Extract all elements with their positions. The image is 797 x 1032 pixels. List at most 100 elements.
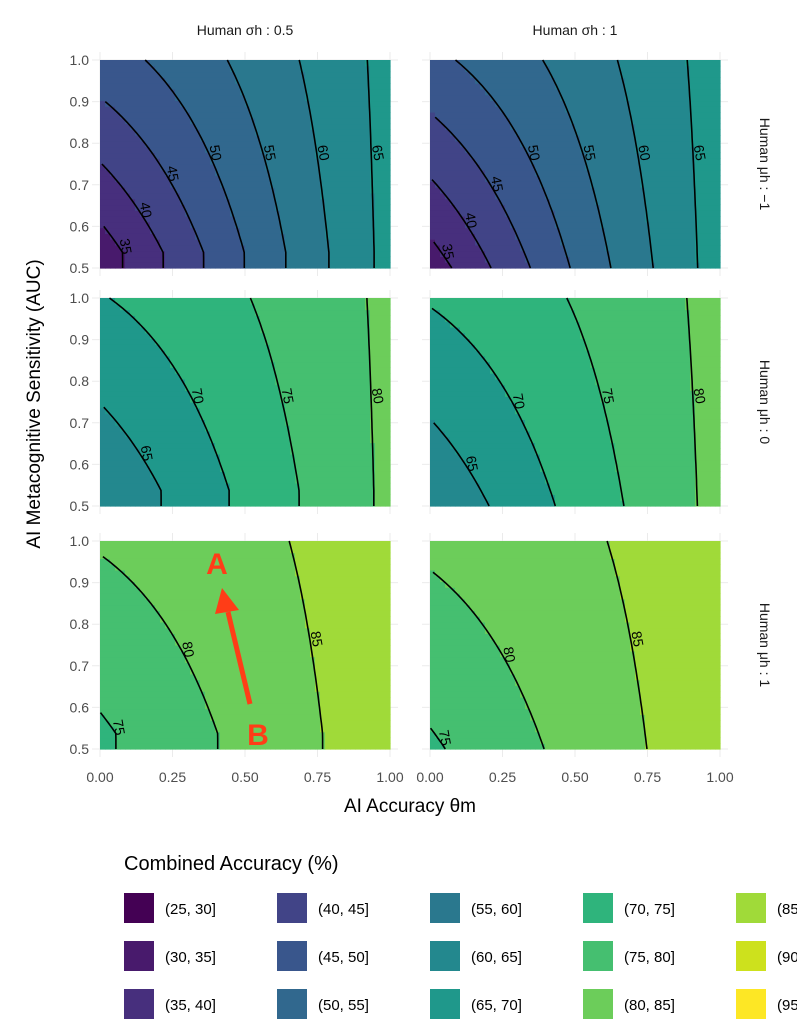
heat-cell	[295, 112, 301, 119]
heat-cell	[380, 187, 386, 194]
heat-cell	[435, 135, 441, 142]
heat-cell	[445, 135, 451, 142]
heat-cell	[440, 140, 446, 148]
heat-cell	[115, 402, 121, 409]
heat-cell	[185, 83, 191, 90]
heat-cell	[155, 442, 161, 449]
heat-cell	[205, 60, 211, 67]
heat-cell	[700, 152, 706, 159]
heat-cell	[125, 338, 131, 345]
heat-cell	[430, 262, 436, 269]
heat-cell	[435, 181, 441, 188]
heat-cell	[580, 250, 586, 258]
heat-cell	[325, 117, 331, 125]
heat-cell	[360, 221, 366, 229]
heat-cell	[490, 221, 496, 229]
heat-cell	[235, 60, 241, 67]
heat-cell	[505, 227, 511, 234]
heat-cell	[585, 158, 591, 165]
heat-cell	[280, 129, 286, 136]
heat-cell	[125, 332, 131, 340]
heat-cell	[235, 100, 241, 107]
heat-cell	[510, 227, 516, 234]
heat-cell	[195, 146, 201, 154]
heat-cell	[320, 106, 326, 113]
heat-cell	[565, 100, 571, 107]
heat-cell	[375, 198, 381, 206]
heat-cell	[155, 198, 161, 206]
heat-cell	[305, 256, 311, 263]
heat-cell	[225, 221, 231, 229]
heat-cell	[710, 152, 716, 159]
heat-cell	[165, 407, 171, 415]
heat-cell	[170, 135, 176, 142]
heat-cell	[135, 175, 141, 182]
heat-cell	[190, 216, 196, 223]
heat-cell	[635, 227, 641, 234]
heat-cell	[600, 256, 606, 263]
heat-cell	[695, 187, 701, 194]
heat-cell	[235, 169, 241, 177]
heat-cell	[375, 210, 381, 217]
heat-cell	[245, 221, 251, 229]
heat-cell	[150, 244, 156, 252]
heat-cell	[190, 430, 196, 438]
heat-cell	[550, 94, 556, 102]
heat-cell	[610, 244, 616, 252]
heat-cell	[660, 221, 666, 229]
heat-cell	[125, 477, 131, 484]
heat-cell	[615, 169, 621, 177]
heat-cell	[350, 164, 356, 171]
heat-cell	[170, 419, 176, 426]
heat-cell	[520, 216, 526, 223]
heat-cell	[145, 152, 151, 159]
heat-cell	[700, 158, 706, 165]
heat-cell	[495, 146, 501, 154]
heat-cell	[375, 88, 381, 96]
heat-cell	[110, 164, 116, 171]
heat-cell	[510, 216, 516, 223]
heat-cell	[715, 221, 721, 229]
heat-cell	[585, 117, 591, 125]
heat-cell	[185, 146, 191, 154]
heat-cell	[190, 494, 196, 501]
heat-cell	[675, 123, 681, 130]
heat-cell	[135, 425, 141, 432]
heat-cell	[175, 309, 181, 316]
heat-cell	[275, 216, 281, 223]
heat-cell	[250, 192, 256, 200]
heat-cell	[120, 303, 126, 311]
heat-cell	[190, 326, 196, 334]
heat-cell	[380, 106, 386, 113]
heat-cell	[340, 94, 346, 102]
heat-cell	[115, 227, 121, 234]
heat-cell	[715, 175, 721, 182]
heat-cell	[330, 135, 336, 142]
heat-cell	[480, 71, 486, 78]
heat-cell	[115, 448, 121, 455]
heat-cell	[620, 221, 626, 229]
heat-cell	[185, 117, 191, 125]
heat-cell	[115, 262, 121, 269]
heat-cell	[660, 112, 666, 119]
heat-cell	[175, 436, 181, 444]
heat-cell	[460, 100, 466, 107]
heat-cell	[490, 129, 496, 136]
heat-cell	[655, 146, 661, 154]
heat-cell	[180, 250, 186, 258]
heat-cell	[165, 459, 171, 467]
heat-cell	[565, 221, 571, 229]
heat-cell	[485, 227, 491, 234]
heat-cell	[650, 71, 656, 78]
heat-cell	[380, 216, 386, 223]
heat-cell	[595, 88, 601, 96]
heat-cell	[340, 192, 346, 200]
heat-cell	[120, 227, 126, 234]
heat-cell	[320, 175, 326, 182]
heat-cell	[610, 65, 616, 73]
heat-cell	[535, 175, 541, 182]
heat-cell	[125, 494, 131, 501]
heat-cell	[510, 158, 516, 165]
heat-cell	[660, 169, 666, 177]
heat-cell	[170, 129, 176, 136]
